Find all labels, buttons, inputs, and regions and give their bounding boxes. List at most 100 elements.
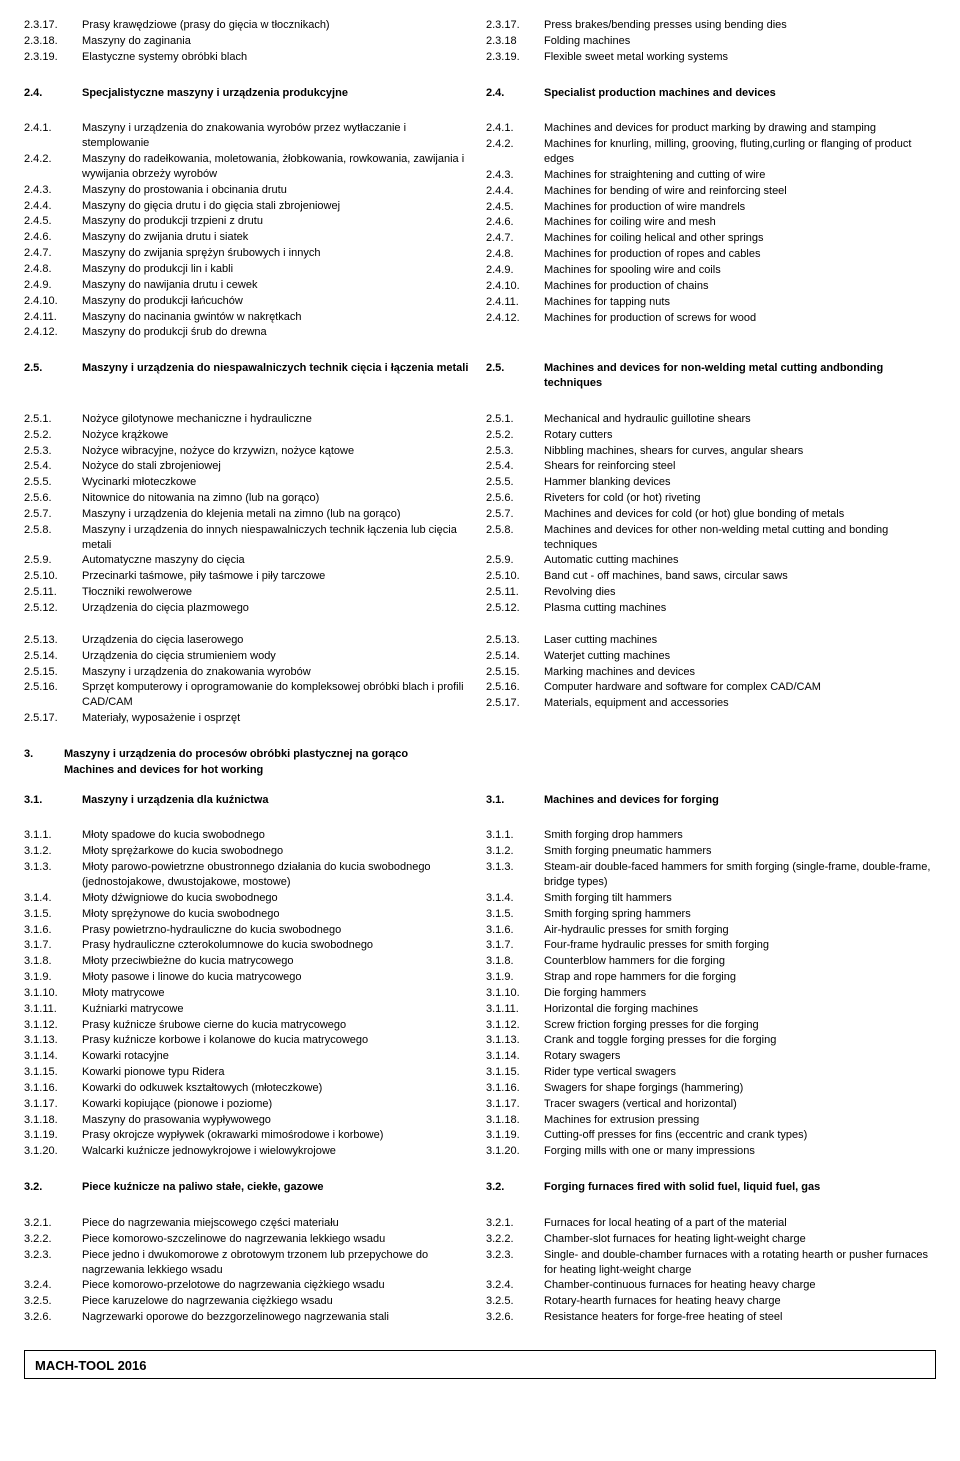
- row-text: Kowarki kopiujące (pionowe i poziome): [82, 1097, 474, 1112]
- row-number: 2.4.11.: [24, 310, 82, 325]
- row-number: 2.5.8.: [486, 523, 544, 553]
- list-row: 2.4.3.Maszyny do prostowania i obcinania…: [24, 183, 474, 198]
- row-text: Nożyce do stali zbrojeniowej: [82, 459, 474, 474]
- row-text: Maszyny i urządzenia do innych niespawal…: [82, 523, 474, 553]
- row-number: 2.3.19.: [24, 50, 82, 65]
- row-number: 3.2.2.: [486, 1232, 544, 1247]
- list-row: 2.4.Specjalistyczne maszyny i urządzenia…: [24, 86, 474, 101]
- row-text: Machines for straightening and cutting o…: [544, 168, 936, 183]
- row-number: 3.1.4.: [24, 891, 82, 906]
- list-row: 2.5.12.Plasma cutting machines: [486, 601, 936, 616]
- row-text: Machines for bending of wire and reinfor…: [544, 184, 936, 199]
- row-text: Prasy powietrzno-hydrauliczne do kucia s…: [82, 923, 474, 938]
- list-row: 3.2.4.Chamber-continuous furnaces for he…: [486, 1278, 936, 1293]
- list-row: 2.5.14.Urządzenia do cięcia strumieniem …: [24, 649, 474, 664]
- row-text: Kuźniarki matrycowe: [82, 1002, 474, 1017]
- list-row: 2.4.6.Maszyny do zwijania drutu i siatek: [24, 230, 474, 245]
- row-number: 2.5.1.: [24, 412, 82, 427]
- row-number: 2.4.4.: [24, 199, 82, 214]
- row-text: Press brakes/bending presses using bendi…: [544, 18, 936, 33]
- row-number: 3.1.2.: [24, 844, 82, 859]
- row-text: Rotary-hearth furnaces for heating heavy…: [544, 1294, 936, 1309]
- row-text: Specialist production machines and devic…: [544, 86, 936, 101]
- row-number: 2.3.17.: [486, 18, 544, 33]
- row-number: 3.1.1.: [486, 828, 544, 843]
- list-row: 2.5.13.Laser cutting machines: [486, 633, 936, 648]
- row-number: 2.5.7.: [486, 507, 544, 522]
- row-text: Machines for production of screws for wo…: [544, 311, 936, 326]
- list-row: 3.1.19.Prasy okrojcze wypływek (okrawark…: [24, 1128, 474, 1143]
- row-number: 3.2.5.: [24, 1294, 82, 1309]
- row-number: 2.4.8.: [486, 247, 544, 262]
- row-text: Prasy krawędziowe (prasy do gięcia w tło…: [82, 18, 474, 33]
- list-row: 3.1.3.Steam-air double-faced hammers for…: [486, 860, 936, 890]
- list-row: 2.4.11.Maszyny do nacinania gwintów w na…: [24, 310, 474, 325]
- list-row: 3.2.Piece kuźnicze na paliwo stałe, ciek…: [24, 1180, 474, 1195]
- list-row: 2.4.4.Machines for bending of wire and r…: [486, 184, 936, 199]
- list-row: 3.2.1.Piece do nagrzewania miejscowego c…: [24, 1216, 474, 1231]
- row-text: Młoty matrycowe: [82, 986, 474, 1001]
- row-text: Nożyce wibracyjne, nożyce do krzywizn, n…: [82, 444, 474, 459]
- row-text: Strap and rope hammers for die forging: [544, 970, 936, 985]
- list-row: 2.4.1.Machines and devices for product m…: [486, 121, 936, 136]
- row-text: Wycinarki młoteczkowe: [82, 475, 474, 490]
- row-text: Elastyczne systemy obróbki blach: [82, 50, 474, 65]
- row-text: Prasy okrojcze wypływek (okrawarki mimoś…: [82, 1128, 474, 1143]
- list-row: 2.5.3.Nożyce wibracyjne, nożyce do krzyw…: [24, 444, 474, 459]
- row-number: 3.1.5.: [24, 907, 82, 922]
- list-row: 2.5.6.Nitownice do nitowania na zimno (l…: [24, 491, 474, 506]
- row-number: 3.1.16.: [486, 1081, 544, 1096]
- row-number: 2.5.5.: [24, 475, 82, 490]
- list-row: 2.5.14.Waterjet cutting machines: [486, 649, 936, 664]
- row-number: 2.3.19.: [486, 50, 544, 65]
- section-header: 2.5.Maszyny i urządzenia do niespawalnic…: [24, 361, 936, 392]
- row-number: 3.1.11.: [24, 1002, 82, 1017]
- row-number: 2.5.12.: [24, 601, 82, 616]
- row-text: Maszyny do zwijania drutu i siatek: [82, 230, 474, 245]
- row-number: 2.5.4.: [486, 459, 544, 474]
- row-number: 2.3.18: [486, 34, 544, 49]
- row-text: Piece karuzelowe do nagrzewania ciężkieg…: [82, 1294, 474, 1309]
- main-section-header: 3.Maszyny i urządzenia do procesów obrób…: [24, 747, 936, 778]
- row-number: 3.1.6.: [486, 923, 544, 938]
- list-row: 3.1.14.Kowarki rotacyjne: [24, 1049, 474, 1064]
- row-text: Maszyny do produkcji łańcuchów: [82, 294, 474, 309]
- row-text: Urządzenia do cięcia strumieniem wody: [82, 649, 474, 664]
- list-row: 3.1.18.Machines for extrusion pressing: [486, 1113, 936, 1128]
- row-number: 2.5.8.: [24, 523, 82, 553]
- list-row: 3.1.4.Młoty dźwigniowe do kucia swobodne…: [24, 891, 474, 906]
- row-text: Kowarki pionowe typu Ridera: [82, 1065, 474, 1080]
- row-text: Maszyny i urządzenia do klejenia metali …: [82, 507, 474, 522]
- row-text: Machines for knurling, milling, grooving…: [544, 137, 936, 167]
- row-number: 2.5.6.: [24, 491, 82, 506]
- row-number: 2.4.2.: [24, 152, 82, 182]
- row-number: 3.1.14.: [24, 1049, 82, 1064]
- row-number: 3.1.15.: [24, 1065, 82, 1080]
- row-text: Materials, equipment and accessories: [544, 696, 936, 711]
- row-number: 3.1.19.: [486, 1128, 544, 1143]
- row-number: 2.5.7.: [24, 507, 82, 522]
- list-row: 3.1.Machines and devices for forging: [486, 793, 936, 808]
- row-text: Maszyny do nawijania drutu i cewek: [82, 278, 474, 293]
- row-text: Riveters for cold (or hot) riveting: [544, 491, 936, 506]
- row-number: 2.4.12.: [486, 311, 544, 326]
- list-row: 2.4.5.Maszyny do produkcji trzpieni z dr…: [24, 214, 474, 229]
- list-row: 3.1.17.Kowarki kopiujące (pionowe i pozi…: [24, 1097, 474, 1112]
- list-row: 2.4.Specialist production machines and d…: [486, 86, 936, 101]
- row-text: Screw friction forging presses for die f…: [544, 1018, 936, 1033]
- list-row: 3.1.15.Kowarki pionowe typu Ridera: [24, 1065, 474, 1080]
- list-row: 3.1.16.Swagers for shape forgings (hamme…: [486, 1081, 936, 1096]
- row-text: Młoty sprężynowe do kucia swobodnego: [82, 907, 474, 922]
- row-number: 2.5.: [24, 361, 82, 376]
- rows-block: 2.4.1.Maszyny i urządzenia do znakowania…: [24, 121, 936, 341]
- row-text: Die forging hammers: [544, 986, 936, 1001]
- list-row: 3.1.2.Młoty sprężarkowe do kucia swobodn…: [24, 844, 474, 859]
- row-text: Maszyny do produkcji lin i kabli: [82, 262, 474, 277]
- list-row: 3.1.8.Młoty przeciwbieżne do kucia matry…: [24, 954, 474, 969]
- row-number: 3.2.6.: [486, 1310, 544, 1325]
- row-number: 2.5.2.: [486, 428, 544, 443]
- list-row: 2.3.17.Press brakes/bending presses usin…: [486, 18, 936, 33]
- row-number: 2.5.16.: [24, 680, 82, 710]
- row-number: 3.1.: [24, 793, 82, 808]
- row-number: 3.2.6.: [24, 1310, 82, 1325]
